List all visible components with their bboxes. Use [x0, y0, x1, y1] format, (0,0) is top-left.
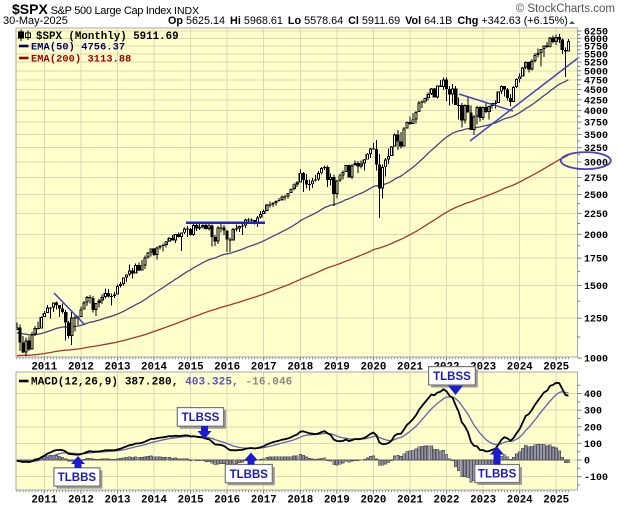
svg-text:TLBBS: TLBBS [478, 469, 517, 481]
svg-text:2012: 2012 [68, 362, 94, 374]
svg-text:3750: 3750 [584, 119, 608, 130]
svg-text:2014: 2014 [141, 362, 167, 374]
svg-text:2750: 2750 [584, 174, 608, 185]
svg-text:3250: 3250 [584, 144, 608, 155]
svg-text:TLBSS: TLBSS [182, 412, 220, 424]
svg-text:2018: 2018 [287, 362, 313, 374]
svg-text:2019: 2019 [324, 495, 350, 507]
svg-text:0: 0 [584, 457, 590, 468]
svg-text:2025: 2025 [543, 495, 569, 507]
svg-text:2024: 2024 [507, 362, 533, 374]
svg-text:-100: -100 [584, 473, 608, 484]
svg-text:1250: 1250 [584, 315, 608, 326]
svg-text:2019: 2019 [324, 362, 350, 374]
svg-text:2022: 2022 [434, 495, 460, 507]
svg-text:200: 200 [584, 423, 602, 434]
svg-text:EMA(200) 3113.88: EMA(200) 3113.88 [31, 54, 131, 66]
svg-text:TLBSS: TLBSS [433, 371, 471, 383]
svg-text:400: 400 [584, 390, 602, 401]
svg-text:2000: 2000 [584, 231, 608, 242]
svg-text:3500: 3500 [584, 131, 608, 142]
svg-text:2012: 2012 [68, 495, 94, 507]
svg-text:2023: 2023 [470, 495, 496, 507]
svg-text:2015: 2015 [178, 362, 204, 374]
svg-text:2014: 2014 [141, 495, 167, 507]
svg-text:1750: 1750 [584, 255, 608, 266]
svg-text:5250: 5250 [584, 59, 608, 70]
svg-text:2018: 2018 [287, 495, 313, 507]
svg-text:2013: 2013 [105, 495, 131, 507]
svg-text:5000: 5000 [584, 67, 608, 78]
svg-text:4750: 4750 [584, 76, 608, 87]
svg-text:3000: 3000 [584, 159, 608, 170]
svg-text:2011: 2011 [31, 495, 57, 507]
svg-text:100: 100 [584, 440, 602, 451]
svg-text:EMA(50) 4756.37: EMA(50) 4756.37 [31, 42, 125, 54]
svg-text:2250: 2250 [584, 210, 608, 221]
svg-text:2021: 2021 [397, 362, 423, 374]
svg-text:5500: 5500 [584, 50, 608, 61]
svg-text:1500: 1500 [584, 282, 608, 293]
svg-text:2017: 2017 [251, 495, 277, 507]
svg-text:2020: 2020 [360, 362, 386, 374]
svg-text:2024: 2024 [507, 495, 533, 507]
svg-text:4250: 4250 [584, 96, 608, 107]
svg-text:2020: 2020 [360, 495, 386, 507]
svg-text:6000: 6000 [584, 35, 608, 46]
svg-text:4500: 4500 [584, 86, 608, 97]
svg-text:2016: 2016 [214, 362, 240, 374]
svg-text:MACD(12,26,9) 387.280, 403.325: MACD(12,26,9) 387.280, 403.325, -16.046 [31, 377, 292, 389]
svg-text:TLBBS: TLBBS [58, 472, 97, 484]
svg-text:2013: 2013 [105, 362, 131, 374]
svg-text:2500: 2500 [584, 191, 608, 202]
svg-text:2017: 2017 [251, 362, 277, 374]
svg-text:2025: 2025 [543, 362, 569, 374]
svg-text:2011: 2011 [31, 362, 57, 374]
svg-text:300: 300 [584, 407, 602, 418]
svg-text:$SPX (Monthly) 5911.69: $SPX (Monthly) 5911.69 [36, 31, 179, 43]
svg-text:6250: 6250 [584, 28, 608, 39]
svg-text:5750: 5750 [584, 42, 608, 53]
svg-text:4000: 4000 [584, 107, 608, 118]
svg-text:TLBBS: TLBBS [230, 469, 269, 481]
svg-text:2015: 2015 [178, 495, 204, 507]
svg-text:2016: 2016 [214, 495, 240, 507]
svg-text:2021: 2021 [397, 495, 423, 507]
svg-text:1000: 1000 [584, 355, 608, 366]
